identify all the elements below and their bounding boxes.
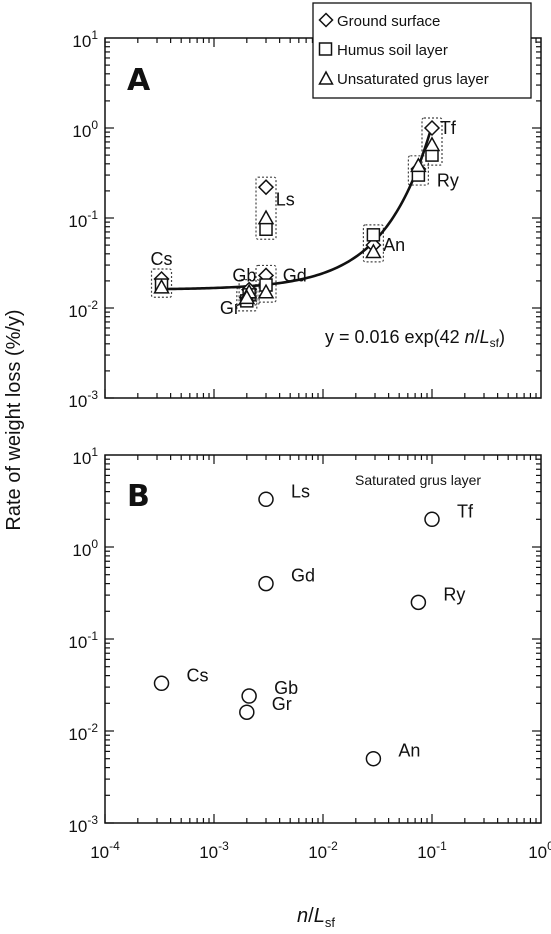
legend-label: Ground surface — [337, 13, 440, 30]
group-box — [238, 279, 260, 306]
y-tick-label: 10-2 — [68, 721, 98, 744]
panel-a-group-boxes — [150, 117, 443, 312]
circle-marker — [410, 594, 427, 611]
panel-b-markers — [153, 491, 440, 767]
point-label: Cs — [187, 665, 209, 685]
point-label: Gd — [291, 566, 315, 586]
point-label: Gb — [274, 678, 298, 698]
panel-b-y-tick-labels: 10-3 10-2 10-1 100 101 — [68, 445, 98, 836]
point-label: Cs — [151, 249, 173, 269]
group-box — [421, 117, 443, 166]
legend-item-unsaturated-grus-layer: Unsaturated grus layer — [318, 70, 489, 88]
legend: Ground surface Humus soil layer Unsatura… — [312, 2, 532, 99]
y-tick-label: 10-3 — [68, 388, 98, 411]
x-tick-label: 10-1 — [417, 839, 447, 862]
group-box — [150, 268, 173, 298]
y-tick-label: 100 — [72, 537, 98, 560]
diamond-marker — [257, 179, 275, 196]
triangle-marker — [423, 136, 441, 152]
legend-item-ground-surface: Ground surface — [318, 12, 440, 30]
circle-marker — [239, 704, 255, 720]
point-label: Ry — [443, 584, 465, 604]
y-tick-label: 10-2 — [68, 298, 98, 321]
group-box — [407, 155, 429, 186]
y-axis-title: Rate of weight loss (%/y) — [3, 309, 25, 530]
panel-a-markers — [153, 119, 441, 308]
triangle-marker — [410, 157, 427, 173]
y-tick-label: 10-1 — [68, 208, 98, 231]
square-marker — [259, 222, 273, 236]
legend-label: Humus soil layer — [337, 42, 448, 59]
triangle-marker — [365, 243, 382, 259]
exponential-fit-curve — [161, 125, 434, 291]
x-tick-label: 10-3 — [199, 839, 229, 862]
x-axis-title: n/Lsf — [297, 905, 335, 930]
diamond-marker — [423, 119, 441, 137]
panel-a: 10-3 10-2 10-1 100 101 Cs Ls Gb Gd Gr An Tf Ry A Gr… — [68, 2, 542, 411]
x-tick-label: 100 — [528, 839, 551, 862]
x-tick-label: 10-2 — [308, 839, 338, 862]
point-label: Gb — [232, 265, 256, 285]
circle-marker — [258, 575, 274, 592]
group-box — [255, 264, 277, 303]
point-label: An — [383, 235, 405, 255]
legend-box — [312, 2, 532, 99]
y-tick-label: 10-1 — [68, 629, 98, 652]
point-label: Tf — [457, 501, 474, 521]
legend-label: Unsaturated grus layer — [337, 71, 489, 88]
triangle-marker — [238, 289, 256, 305]
diamond-marker-icon — [318, 12, 334, 28]
triangle-marker-icon — [318, 70, 334, 85]
triangle-marker — [257, 283, 275, 299]
point-label: Gd — [283, 265, 307, 285]
group-box — [362, 224, 385, 263]
circle-marker — [424, 511, 440, 528]
triangle-marker — [153, 278, 170, 294]
square-marker-icon — [318, 42, 333, 56]
point-label: Gr — [272, 694, 292, 714]
group-box — [255, 176, 277, 240]
circle-marker — [241, 688, 257, 704]
y-tick-label: 10-3 — [68, 813, 98, 836]
point-label: Ls — [291, 481, 310, 501]
panel-a-y-tick-labels: 10-3 10-2 10-1 100 101 — [68, 28, 98, 411]
panel-b-annotation: Saturated grus layer — [355, 472, 481, 488]
panel-a-letter: A — [127, 63, 151, 98]
square-marker — [366, 228, 381, 242]
y-tick-label: 100 — [72, 118, 98, 141]
y-tick-label: 101 — [72, 28, 98, 51]
point-label: An — [398, 741, 420, 761]
panel-a-point-labels: Cs Ls Gb Gd Gr An Tf Ry — [151, 118, 459, 318]
panel-b-ticks — [104, 455, 541, 824]
circle-marker — [258, 491, 274, 508]
point-label: Tf — [440, 118, 457, 138]
y-tick-label: 101 — [72, 445, 98, 468]
x-tick-label: 10-4 — [90, 839, 120, 862]
fit-equation: y = 0.016 exp(42 n/Lsf) — [325, 327, 505, 350]
panel-b-frame — [104, 454, 542, 824]
point-label: Ry — [437, 171, 459, 191]
x-tick-labels: 10-4 10-3 10-2 10-1 100 — [90, 839, 551, 862]
point-label: Gr — [220, 298, 240, 318]
panel-b-letter: B — [127, 479, 150, 514]
point-label: Ls — [276, 190, 295, 210]
circle-marker — [153, 675, 170, 692]
circle-marker — [365, 750, 382, 767]
triangle-marker — [257, 209, 275, 225]
legend-item-humus-soil-layer: Humus soil layer — [318, 42, 448, 59]
